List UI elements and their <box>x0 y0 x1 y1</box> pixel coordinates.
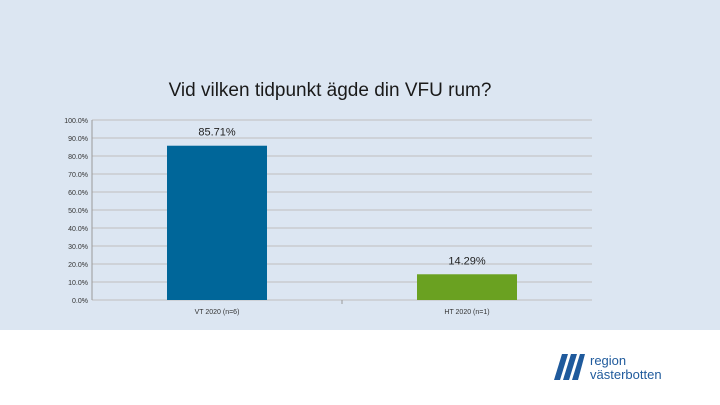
logo-text-region: region <box>590 353 627 368</box>
logo-mark-icon <box>554 354 585 380</box>
y-axis-ticks: 0.0% 10.0% 20.0% 30.0% 40.0% 50.0% 60.0% 70.0% 8… <box>64 118 88 305</box>
bar-chart: 0.0% 10.0% 20.0% 30.0% 40.0% 50.0% 60.0% 70.0% 8… <box>64 118 592 316</box>
y-tick-label: 60.0% <box>68 190 88 197</box>
bar <box>417 274 517 300</box>
y-tick-label: 80.0% <box>68 154 88 161</box>
logo-text-vasterbotten: västerbotten <box>590 367 662 382</box>
bar <box>167 145 267 300</box>
y-tick-label: 30.0% <box>68 244 88 251</box>
x-tick-label: HT 2020 (n=1) <box>444 309 489 316</box>
x-axis-ticks: VT 2020 (n=6) HT 2020 (n=1) <box>195 300 490 316</box>
chart-data-labels: 85.71% 14.29% <box>198 127 486 268</box>
chart-bars <box>167 145 517 300</box>
y-tick-label: 0.0% <box>72 298 88 305</box>
y-tick-label: 100.0% <box>64 118 88 125</box>
data-label: 85.71% <box>198 127 236 139</box>
chart-title: Vid vilken tidpunkt ägde din VFU rum? <box>168 80 492 101</box>
slide-background <box>0 0 720 330</box>
region-vasterbotten-logo: region västerbotten <box>552 352 702 384</box>
y-tick-label: 10.0% <box>68 280 88 287</box>
y-tick-label: 40.0% <box>68 226 88 233</box>
y-tick-label: 50.0% <box>68 208 88 215</box>
y-tick-label: 90.0% <box>68 136 88 143</box>
y-tick-label: 70.0% <box>68 172 88 179</box>
data-label: 14.29% <box>448 255 486 267</box>
y-tick-label: 20.0% <box>68 262 88 269</box>
x-tick-label: VT 2020 (n=6) <box>195 309 240 316</box>
